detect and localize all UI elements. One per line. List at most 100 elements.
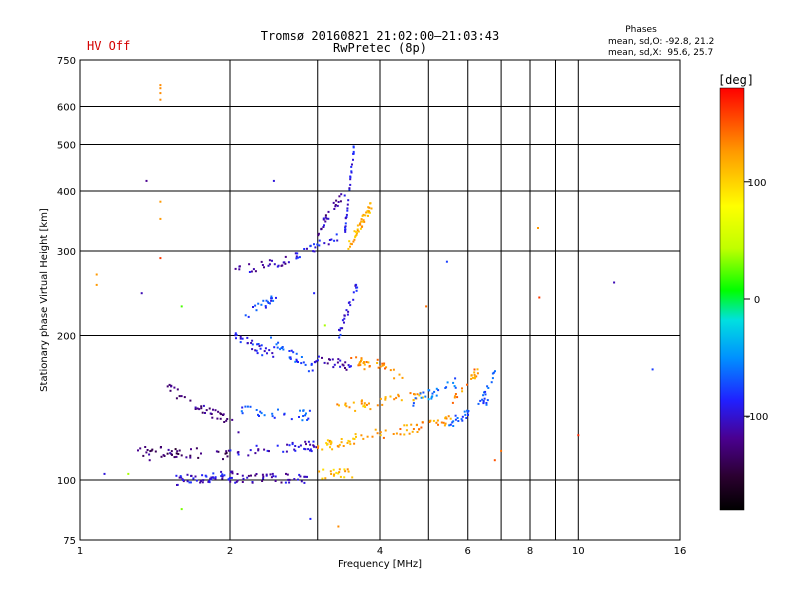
echo-point <box>328 358 330 361</box>
y-tick-label: 100 <box>57 476 76 487</box>
echo-point <box>343 317 346 320</box>
echo-point <box>175 474 178 477</box>
echo-point <box>360 357 363 360</box>
echo-point <box>169 452 172 455</box>
grid-lines <box>80 59 680 541</box>
echo-point <box>312 444 315 447</box>
echo-point <box>393 377 396 380</box>
echo-point <box>151 448 154 451</box>
echo-point <box>537 227 539 229</box>
echo-point <box>282 450 285 453</box>
echo-point <box>341 363 344 366</box>
echo-point <box>473 377 476 380</box>
echo-point <box>461 419 464 422</box>
echo-point <box>234 332 237 335</box>
echo-point <box>367 206 370 209</box>
echo-point <box>384 429 387 432</box>
echo-point <box>482 399 485 402</box>
echo-point <box>195 479 198 482</box>
echo-point <box>336 403 339 406</box>
echo-point <box>296 256 299 259</box>
echo-point <box>314 246 317 249</box>
echo-point <box>484 390 487 393</box>
echo-point <box>263 448 266 451</box>
echo-point <box>168 383 171 386</box>
echo-point <box>312 250 315 253</box>
echo-point <box>273 346 276 349</box>
echo-point <box>95 283 98 286</box>
echo-point <box>456 396 459 399</box>
echo-point <box>370 207 373 210</box>
echo-point <box>344 217 347 220</box>
echo-point <box>162 454 165 457</box>
echo-point <box>290 349 293 352</box>
echo-point <box>166 452 169 455</box>
x-axis-ticks: 1 2 4 6 8 10 16 <box>77 546 687 557</box>
echo-point <box>302 361 305 364</box>
echo-point <box>347 247 350 250</box>
echo-point <box>317 234 320 237</box>
echo-point <box>326 443 328 446</box>
echo-point <box>293 478 296 481</box>
echo-point <box>144 446 147 448</box>
echo-point <box>103 472 106 475</box>
echo-point <box>173 386 176 389</box>
echo-point <box>445 260 448 263</box>
echo-point <box>324 477 327 480</box>
echo-point <box>146 449 149 451</box>
echo-point <box>371 435 374 438</box>
echo-point <box>298 416 300 418</box>
echo-point <box>365 361 368 363</box>
echo-point <box>437 423 439 426</box>
echo-point <box>350 357 353 359</box>
echo-point <box>167 448 170 451</box>
echo-point <box>320 227 323 230</box>
echo-point <box>145 451 148 454</box>
echo-point <box>224 452 227 455</box>
echo-point <box>265 473 268 476</box>
echo-point <box>335 199 338 202</box>
echo-point <box>276 444 279 447</box>
echo-point <box>194 475 197 478</box>
echo-point <box>194 408 197 410</box>
echo-point <box>456 417 459 419</box>
echo-point <box>300 480 303 483</box>
echo-point <box>204 412 206 414</box>
echo-point <box>310 450 313 453</box>
echo-point <box>338 468 341 471</box>
echo-point <box>485 402 488 404</box>
echo-point <box>421 421 424 424</box>
y-tick-label: 600 <box>57 103 76 114</box>
y-tick-label: 300 <box>57 247 76 258</box>
echo-point <box>234 481 237 484</box>
echo-point <box>268 349 271 352</box>
y-tick-label: 500 <box>57 141 76 152</box>
echo-point <box>473 373 476 376</box>
echo-point <box>238 265 241 268</box>
echo-point <box>346 207 349 210</box>
echo-point <box>200 480 202 483</box>
echo-point <box>400 399 403 402</box>
echo-point <box>324 220 327 223</box>
echo-point <box>309 449 311 452</box>
echo-point <box>286 473 289 476</box>
echo-point <box>268 263 271 266</box>
echo-point <box>367 211 370 214</box>
echo-point <box>221 475 224 478</box>
echo-point <box>288 478 291 481</box>
echo-point <box>235 337 237 340</box>
echo-point <box>200 452 202 455</box>
echo-point <box>352 291 355 294</box>
echo-point <box>448 424 451 427</box>
echo-point <box>242 477 245 480</box>
echo-point <box>257 449 260 452</box>
echo-point <box>251 339 254 342</box>
echo-point <box>368 402 370 405</box>
echo-point <box>214 476 217 479</box>
echo-point <box>254 304 257 307</box>
echo-point <box>355 435 357 438</box>
echo-point <box>379 434 382 437</box>
echo-point <box>360 402 363 405</box>
echo-point <box>340 193 343 196</box>
echo-point <box>345 405 348 408</box>
